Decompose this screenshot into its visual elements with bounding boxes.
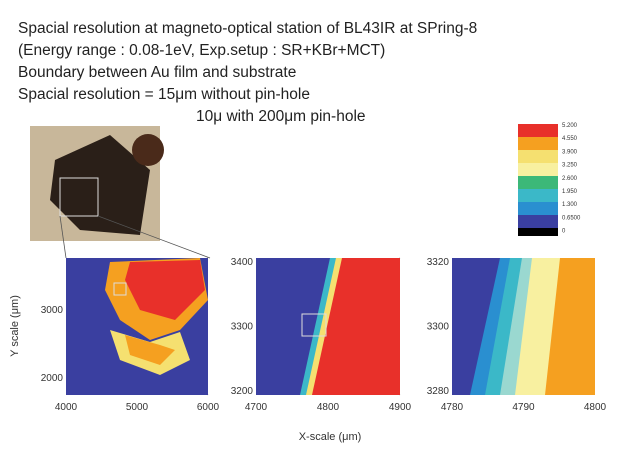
x-tick-label: 5000 bbox=[126, 402, 149, 413]
x-tick-label: 6000 bbox=[197, 402, 220, 413]
y-tick-label: 3200 bbox=[231, 386, 254, 397]
colorbar-label: 3.250 bbox=[562, 163, 578, 169]
colorbar-label: 1.950 bbox=[562, 189, 578, 195]
heatmap-3 bbox=[452, 258, 595, 395]
x-tick-label: 4780 bbox=[441, 402, 464, 413]
colorbar-label: 2.600 bbox=[562, 176, 578, 182]
y-tick-label: 3000 bbox=[41, 305, 64, 316]
text-line: Spacial resolution = 15μm without pin-ho… bbox=[18, 86, 310, 103]
x-tick-label: 4000 bbox=[55, 402, 78, 413]
x-tick-label: 4790 bbox=[512, 402, 535, 413]
text-line: Boundary between Au film and substrate bbox=[18, 64, 297, 81]
y-tick-label: 3320 bbox=[427, 257, 450, 268]
subtitle-line: (Energy range : 0.08-1eV, Exp.setup : SR… bbox=[18, 42, 386, 59]
colorbar-label: 0 bbox=[562, 229, 566, 235]
x-tick-label: 4700 bbox=[245, 402, 268, 413]
heatmap-1 bbox=[66, 258, 208, 395]
y-tick-label: 2000 bbox=[41, 373, 64, 384]
y-tick-label: 3300 bbox=[231, 322, 254, 333]
x-tick-label: 4800 bbox=[584, 402, 607, 413]
title-line: Spacial resolution at magneto-optical st… bbox=[18, 20, 478, 37]
x-axis-label: X-scale (μm) bbox=[299, 431, 362, 443]
y-axis-label: Y scale (μm) bbox=[9, 295, 21, 357]
colorbar-label: 0.6500 bbox=[562, 215, 581, 221]
colorbar-label: 5.200 bbox=[562, 123, 578, 129]
colorbar-label: 4.550 bbox=[562, 136, 578, 142]
heatmap-2 bbox=[256, 258, 400, 395]
text-line: 10μ with 200μm pin-hole bbox=[196, 108, 366, 125]
colorbar bbox=[518, 124, 558, 236]
photo bbox=[30, 126, 164, 241]
colorbar-label: 3.900 bbox=[562, 149, 578, 155]
x-tick-label: 4900 bbox=[389, 402, 412, 413]
y-tick-label: 3300 bbox=[427, 322, 450, 333]
y-tick-label: 3400 bbox=[231, 257, 254, 268]
x-tick-label: 4800 bbox=[317, 402, 340, 413]
colorbar-label: 1.300 bbox=[562, 202, 578, 208]
y-tick-label: 3280 bbox=[427, 386, 450, 397]
